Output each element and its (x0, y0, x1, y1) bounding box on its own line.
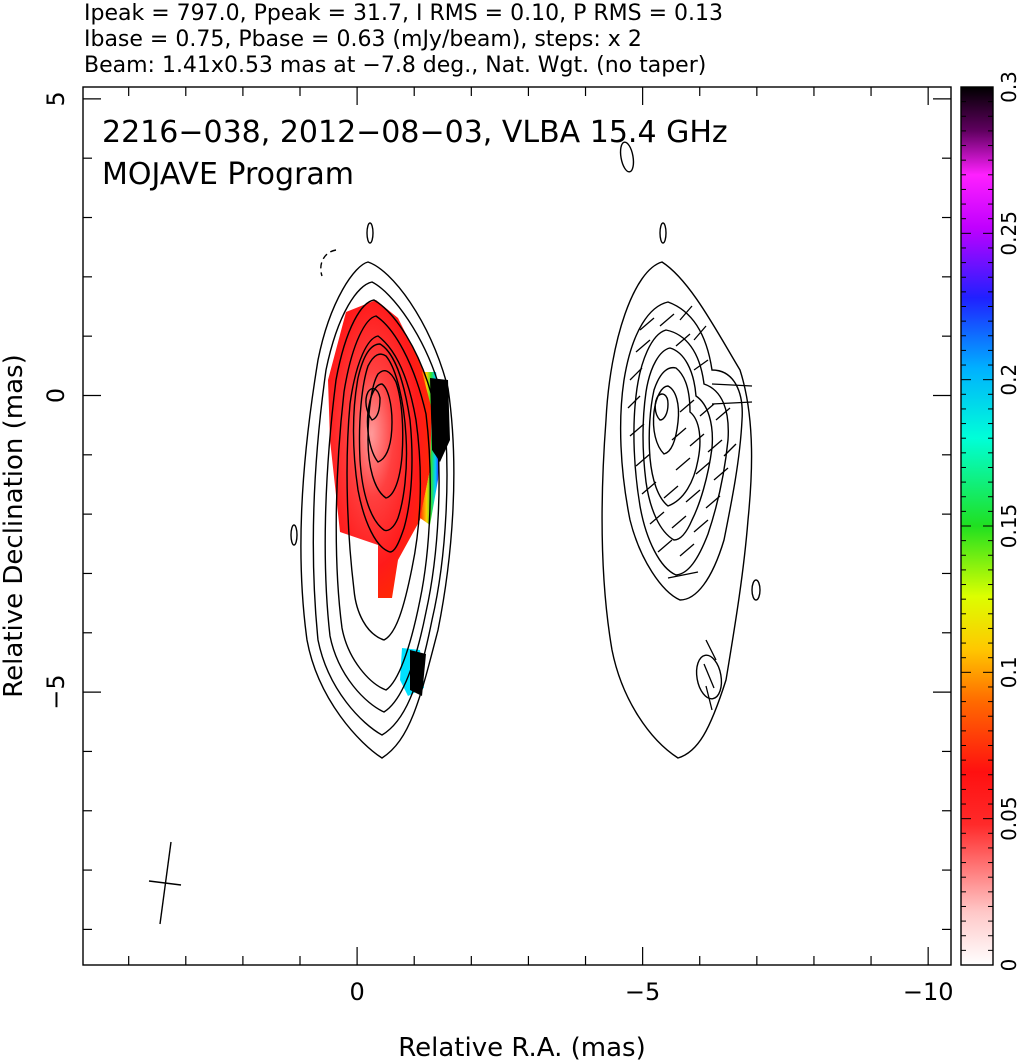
x-axis-label: Relative R.A. (mas) (398, 1033, 645, 1061)
colorbar-tick-label: 0.1 (997, 656, 1021, 688)
colorbar-tick-label: 0.3 (997, 71, 1021, 103)
header-line-3: Beam: 1.41x0.53 mas at −7.8 deg., Nat. W… (84, 53, 706, 78)
colorbar-tick-label: 0.25 (997, 211, 1021, 256)
colorbar-tick-label: 0.15 (997, 504, 1021, 549)
evpa-vectors (627, 305, 753, 711)
x-axis: 0 −5 −10 (128, 87, 954, 1006)
right-intensity-contours (601, 141, 761, 759)
header-line-1: Ipeak = 797.0, Ppeak = 31.7, I RMS = 0.1… (84, 1, 723, 26)
colorbar-tick-label: 0 (997, 959, 1021, 972)
y-tick-label: −5 (42, 674, 70, 709)
y-axis: 5 0 −5 (42, 91, 951, 931)
colorbar-tick-label: 0.2 (997, 364, 1021, 396)
y-tick-label: 5 (42, 91, 70, 106)
program-label: MOJAVE Program (102, 157, 354, 192)
y-axis-label: Relative Declination (mas) (0, 354, 29, 697)
x-tick-label: 0 (349, 978, 364, 1006)
fractional-polarization-image (328, 300, 450, 696)
header-line-2: Ibase = 0.75, Pbase = 0.63 (mJy/beam), s… (84, 27, 642, 52)
plot-frame (82, 86, 952, 966)
colorbar: 0 0.05 0.1 0.15 0.2 0.25 0.3 (960, 71, 1021, 972)
beam-symbol (148, 841, 182, 925)
source-label: 2216−038, 2012−08−03, VLBA 15.4 GHz (102, 115, 728, 150)
colorbar-tick-label: 0.05 (997, 796, 1021, 841)
left-intensity-contours (290, 222, 455, 759)
y-tick-label: 0 (42, 388, 70, 403)
x-tick-label: −5 (625, 978, 660, 1006)
x-tick-label: −10 (903, 978, 954, 1006)
